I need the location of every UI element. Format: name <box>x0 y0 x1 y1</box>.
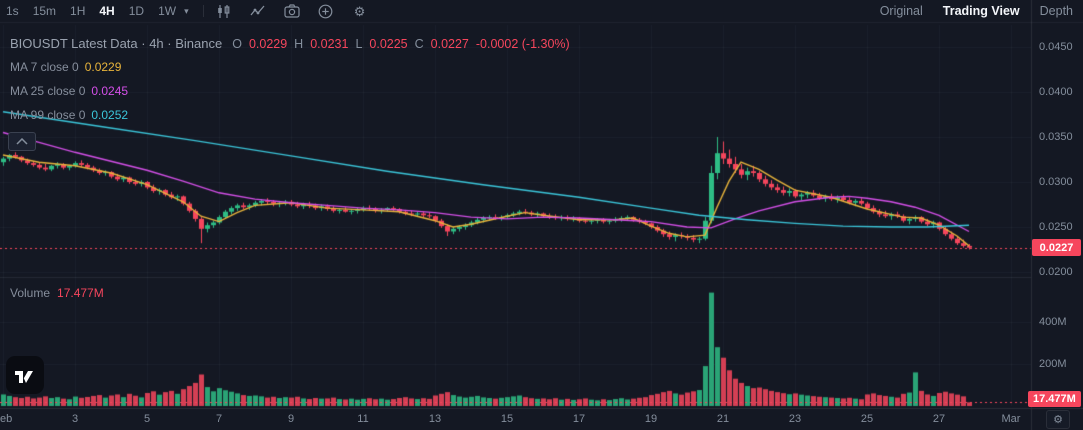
price-axis-label: 0.0300 <box>1039 176 1073 188</box>
symbol-title: BIOUSDT Latest Data · 4h · Binance <box>10 36 223 51</box>
toolbar-divider <box>202 5 204 17</box>
time-axis-label: 13 <box>428 413 442 425</box>
time-axis-label: 27 <box>932 413 946 425</box>
price-axis-label: 0.0250 <box>1039 221 1073 233</box>
time-axis-label: 7 <box>215 413 223 425</box>
chart-header: BIOUSDT Latest Data · 4h · Binance O 0.02… <box>10 36 570 51</box>
time-axis-label: 3 <box>71 413 79 425</box>
volume-legend[interactable]: Volume 17.477M <box>10 286 104 300</box>
ohlc-label-o: O <box>232 36 242 51</box>
interval-selector: 1s 15m 1H 4H 1D 1W <box>0 4 176 18</box>
interval-button-1d[interactable]: 1D <box>128 4 145 18</box>
time-axis-label: 11 <box>357 413 369 425</box>
time-axis-label: Mar <box>1001 413 1021 425</box>
price-change: -0.0002 (-1.30%) <box>475 36 570 51</box>
ohlc-label-h: H <box>294 36 304 51</box>
ma-legend-label: MA 7 close 0 <box>10 60 79 74</box>
interval-dropdown-caret[interactable]: ▾ <box>184 5 189 16</box>
current-price-tag: 0.0227 <box>1032 239 1081 256</box>
toolbar-icons: ⚙ <box>216 3 368 19</box>
time-axis-label: 9 <box>287 413 295 425</box>
legend-collapse-button[interactable] <box>8 132 36 151</box>
ohlc-label-l: L <box>355 36 363 51</box>
price-axis-label: 0.0350 <box>1039 131 1073 143</box>
view-tab-depth[interactable]: Depth <box>1039 4 1073 18</box>
axis-settings-gear-icon[interactable]: ⚙ <box>1046 410 1070 429</box>
interval-button-1s[interactable]: 1s <box>6 4 19 18</box>
time-axis-label: 15 <box>500 413 514 425</box>
time-axis-label: 17 <box>572 413 586 425</box>
time-axis-label: 5 <box>143 413 151 425</box>
view-mode-tabs: Original Trading View Depth <box>880 0 1073 22</box>
volume-label: Volume <box>10 286 51 300</box>
ma-legend-value: 0.0252 <box>91 108 129 122</box>
ohlc-value-o: 0.0229 <box>248 36 288 51</box>
current-volume-tag: 17.477M <box>1028 391 1081 407</box>
time-axis-label: 19 <box>644 413 658 425</box>
time-axis-label: 21 <box>716 413 730 425</box>
interval-button-15m[interactable]: 15m <box>32 4 57 18</box>
toolbar: 1s 15m 1H 4H 1D 1W ▾ ⚙ Original Trading View De… <box>0 0 1083 22</box>
ohlc-readout: O 0.0229 H 0.0231 L 0.0225 C 0.0227 -0.0002 (-1.… <box>232 37 570 51</box>
ma-legend-row-1[interactable]: MA 7 close 0 0.0229 <box>10 60 121 74</box>
time-axis-label: 23 <box>788 413 802 425</box>
volume-axis-label: 400M <box>1039 316 1067 328</box>
interval-button-4h[interactable]: 4H <box>99 4 115 18</box>
ma-legend-row-2[interactable]: MA 25 close 0 0.0245 <box>10 84 128 98</box>
ohlc-value-h: 0.0231 <box>310 36 349 51</box>
indicator-icon[interactable] <box>250 3 266 19</box>
tradingview-logo[interactable] <box>6 356 44 394</box>
view-tab-original[interactable]: Original <box>879 4 923 18</box>
ma-legend-value: 0.0245 <box>91 84 129 98</box>
ma-legend-row-3[interactable]: MA 99 close 0 0.0252 <box>10 108 128 122</box>
volume-value: 17.477M <box>57 286 104 300</box>
time-axis-label: eb <box>0 413 13 425</box>
time-axis-label: 25 <box>860 413 874 425</box>
ma-legend-label: MA 25 close 0 <box>10 84 86 98</box>
compare-plus-icon[interactable] <box>318 3 334 19</box>
interval-button-1h[interactable]: 1H <box>70 4 86 18</box>
ma-legend-label: MA 99 close 0 <box>10 108 86 122</box>
chart-settings-gear-icon[interactable]: ⚙ <box>353 3 366 19</box>
ohlc-value-c: 0.0227 <box>430 36 469 51</box>
view-tab-trading-view[interactable]: Trading View <box>942 4 1020 18</box>
screenshot-camera-icon[interactable] <box>283 3 300 19</box>
ohlc-value-l: 0.0225 <box>369 36 408 51</box>
ohlc-label-c: C <box>414 36 424 51</box>
price-axis-label: 0.0200 <box>1039 266 1073 278</box>
interval-button-1w[interactable]: 1W <box>158 4 177 18</box>
volume-axis-label: 200M <box>1039 358 1067 370</box>
ma-legend-value: 0.0229 <box>84 60 122 74</box>
price-axis-label: 0.0400 <box>1039 86 1073 98</box>
price-axis-label: 0.0450 <box>1039 41 1073 53</box>
kline-style-icon[interactable] <box>216 3 232 19</box>
